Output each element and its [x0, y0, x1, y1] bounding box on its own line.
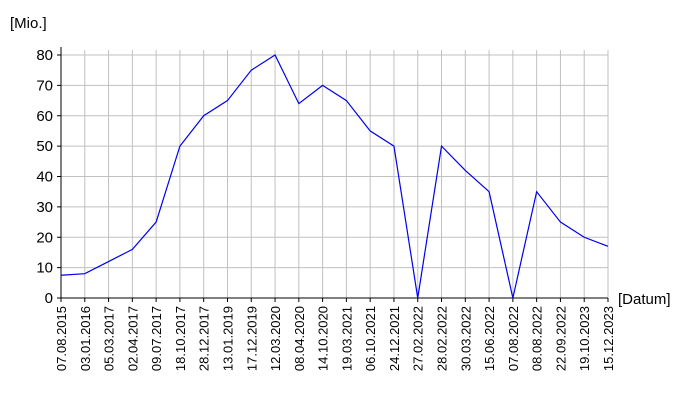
- x-tick-label: 02.04.2017: [125, 306, 140, 371]
- x-tick-label: 19.10.2023: [577, 306, 592, 371]
- y-tick-label: 10: [36, 260, 53, 277]
- x-tick-label: 07.08.2022: [506, 306, 521, 371]
- x-tick-label: 24.12.2021: [387, 306, 402, 371]
- x-tick-label: 03.01.2016: [78, 306, 93, 371]
- y-axis-label: [Mio.]: [10, 15, 47, 32]
- x-tick-label: 15.12.2023: [601, 306, 616, 371]
- x-tick-label: 28.12.2017: [197, 306, 212, 371]
- x-tick-label: 05.03.2017: [102, 306, 117, 371]
- x-tick-label: 08.04.2020: [292, 306, 307, 371]
- y-tick-label: 0: [45, 290, 53, 307]
- x-tick-label: 27.02.2022: [411, 306, 426, 371]
- x-tick-label: 30.03.2022: [458, 306, 473, 371]
- x-tick-label: 08.08.2022: [530, 306, 545, 371]
- x-tick-label: 17.12.2019: [244, 306, 259, 371]
- x-tick-label: 15.06.2022: [482, 306, 497, 371]
- y-tick-label: 70: [36, 77, 53, 94]
- x-tick-label: 12.03.2020: [268, 306, 283, 371]
- x-tick-label: 28.02.2022: [435, 306, 450, 371]
- y-tick-label: 40: [36, 169, 53, 186]
- y-tick-label: 60: [36, 108, 53, 125]
- data-line: [60, 54, 609, 299]
- x-tick-label: 09.07.2017: [149, 306, 164, 371]
- x-tick-label: 14.10.2020: [316, 306, 331, 371]
- x-tick-label: 22.09.2022: [553, 306, 568, 371]
- x-tick-label: 19.03.2021: [339, 306, 354, 371]
- x-tick-label: 13.01.2019: [220, 306, 235, 371]
- x-tick-label: 07.08.2015: [54, 306, 69, 371]
- y-tick-label: 80: [36, 47, 53, 64]
- y-tick-label: 20: [36, 229, 53, 246]
- y-tick-label: 30: [36, 199, 53, 216]
- x-tick-label: 06.10.2021: [363, 306, 378, 371]
- x-axis-label: [Datum]: [618, 291, 671, 308]
- x-tick-label: 18.10.2017: [173, 306, 188, 371]
- y-tick-label: 50: [36, 138, 53, 155]
